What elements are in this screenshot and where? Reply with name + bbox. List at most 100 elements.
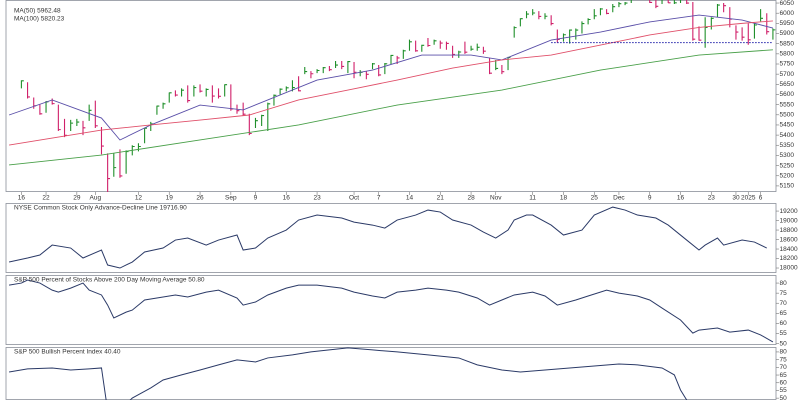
panel [8,347,688,400]
price-bar [310,71,314,79]
x-tick-label: 21 [437,195,445,202]
price-bar [760,9,763,22]
x-tick-label: Oct [349,195,359,202]
y-tick-label: 18000 [780,265,798,272]
panel-title: S&P 500 Bullish Percent Index 40.40 [14,349,121,356]
price-bar [341,60,345,70]
x-tick-label: 28 [467,195,475,202]
price-bar [606,9,609,15]
price-bar [88,104,92,121]
y-tick-label: 6050 [780,0,795,7]
price-bar [261,114,265,126]
price-bar [464,41,468,54]
price-bar [39,104,43,115]
price-bar [63,118,67,138]
price-bar [100,126,104,155]
x-tick-label: 9 [648,195,652,202]
y-tick-label: 5900 [780,30,795,37]
price-bar [655,0,659,9]
price-bar [193,85,197,97]
price-bar [698,26,702,41]
price-bar [45,100,49,113]
price-bar [649,0,653,4]
y-tick-label: 5150 [780,183,795,190]
price-bar [125,150,129,174]
price-bar [741,27,745,41]
panel [8,206,767,269]
x-tick-label: 16 [283,195,291,202]
price-bar [279,88,283,95]
price-bar [735,25,739,40]
y-tick-label: 5450 [780,122,795,129]
y-tick-label: 80 [780,280,788,287]
moving-average [8,14,774,141]
y-tick-label: 5550 [780,101,795,108]
price-bar [365,71,369,80]
panel [8,279,774,343]
y-tick-label: 5250 [780,162,795,169]
price-bar [723,3,727,13]
price-bar [230,84,234,111]
y-tick-label: 18800 [780,227,798,234]
price-bar [630,0,632,4]
price-bar [747,23,751,45]
legend-entry: MA(50) 5962.48 [14,8,61,15]
x-tick-label: 23 [313,195,321,202]
moving-average [9,20,773,146]
y-tick-label: 18200 [780,255,798,262]
price-bar [174,90,178,97]
x-tick-label: Nov [490,195,502,202]
price-bar [94,100,98,128]
y-tick-label: 5800 [780,51,795,58]
price-bar [359,70,363,77]
x-tick-label: 12 [135,195,143,202]
x-tick-label: 23 [708,195,716,202]
price-bar [70,119,74,132]
price-bar [408,39,412,51]
price-bar [716,4,720,18]
price-bar [562,33,566,42]
price-bar [273,94,277,106]
price-bar [599,8,603,16]
x-tick-label: 2025 [741,195,756,202]
y-tick-label: 5700 [780,71,795,78]
x-tick-label: 18 [560,195,568,202]
price-bar [27,82,30,99]
price-bar [285,86,289,92]
price-bar [489,57,492,75]
price-bar [433,39,437,45]
x-tick-label: Dec [613,195,625,202]
x-tick-label: Aug [90,195,102,202]
y-tick-label: 80 [780,349,788,356]
price-bar [57,104,61,132]
price-bar [550,15,554,26]
price-bar [476,43,480,51]
price-bar [298,76,301,92]
y-tick-label: 5850 [780,40,795,47]
y-tick-label: 5600 [780,91,795,98]
price-bar [168,92,172,103]
y-tick-label: 55 [780,330,788,337]
y-tick-label: 5750 [780,61,795,68]
panel-frame [5,275,777,345]
y-tick-label: 5650 [780,81,795,88]
price-bar [593,9,597,20]
price-bar [482,46,486,54]
price-bar [20,80,24,89]
price-bar [612,4,616,13]
price-bar [753,23,757,39]
x-tick-label: 25 [591,195,599,202]
price-bar [575,28,579,40]
x-tick-label: 9 [254,195,258,202]
panel [8,0,776,192]
x-tick-label: Sep [225,195,237,202]
price-bar [772,28,776,40]
y-tick-label: 5500 [780,112,795,119]
price-bar [421,44,425,52]
price-bar [538,11,542,20]
price-bar [137,143,141,152]
y-tick-label: 65 [780,310,788,317]
indicator-line [8,279,774,343]
price-bar [335,60,338,69]
price-bar [710,17,714,30]
